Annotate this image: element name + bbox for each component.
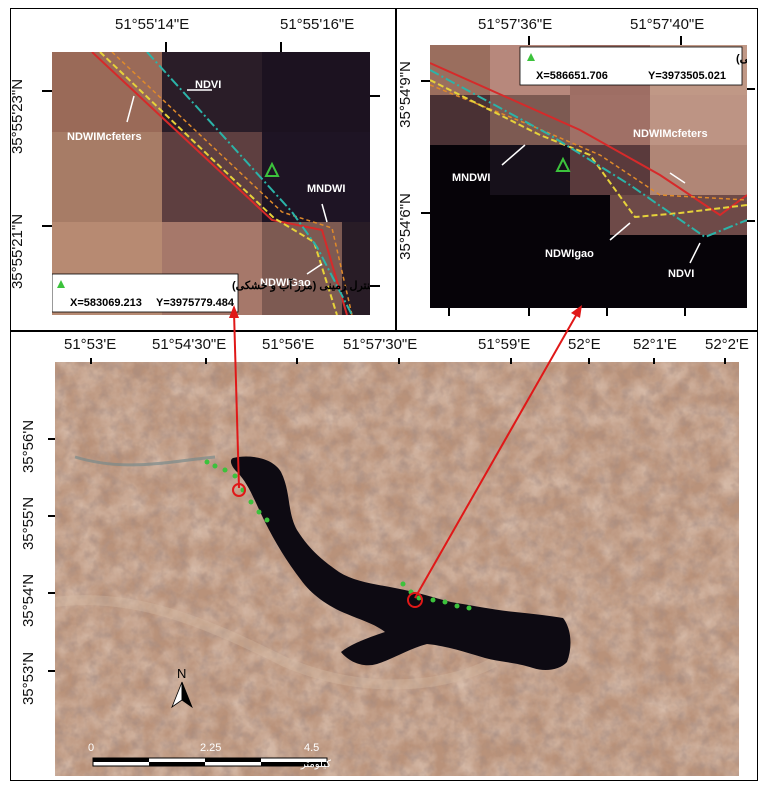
left-gcp-marker — [264, 161, 280, 177]
right-mndwi-line — [430, 79, 747, 219]
right-top-label-1: 51°57'36"E — [478, 16, 553, 33]
main-top-label-7: 52°1'E — [633, 336, 677, 353]
main-top-label-3: 51°56'E — [262, 336, 315, 353]
main-top-label-6: 52°E — [568, 336, 601, 353]
reservoir-water — [230, 456, 571, 670]
right-legend: نقطه کنترل زمینی (مرز آب و خشکی) X=58665… — [519, 46, 747, 86]
scale-bar — [92, 757, 328, 767]
left-top-label-1: 51°55'14"E — [115, 16, 190, 33]
main-top-label-5: 51°59'E — [478, 336, 531, 353]
main-top-label-8: 52°2'E — [705, 336, 749, 353]
scale-label-2: 4.5 — [304, 742, 319, 754]
left-label-ndvi: NDVI — [195, 79, 221, 91]
scale-label-1: 2.25 — [200, 742, 221, 754]
left-mndwi-line — [99, 52, 338, 315]
right-pointer-line — [414, 311, 579, 599]
scale-label-0: 0 — [88, 742, 94, 754]
right-label-ndwi-gao: NDWIgao — [545, 248, 594, 260]
left-legend-gcp-icon — [57, 280, 65, 288]
left-ndvi-line — [146, 52, 353, 315]
right-zoom-circle — [407, 592, 423, 608]
right-label-ndwi-mcfeters: NDWIMcfeters — [633, 128, 708, 140]
north-label: N — [177, 666, 186, 681]
main-top-label-1: 51°53'E — [64, 336, 117, 353]
right-inset-map: MNDWI NDWIMcfeters NDWIgao NDVI نقطه کنت… — [430, 45, 747, 308]
main-satellite-map: N 0 2.25 4.5 کیلومتر — [55, 362, 739, 776]
left-legend-x: X=583069.213 — [70, 297, 142, 309]
main-top-label-4: 51°57'30"E — [343, 336, 418, 353]
right-label-ndvi: NDVI — [668, 268, 694, 280]
right-ndwi-gao-line — [430, 84, 747, 201]
left-inset-map: NDVI NDWIMcfeters MNDWI NDWIGao نقطه کنت… — [52, 52, 370, 315]
left-top-label-2: 51°55'16"E — [280, 16, 355, 33]
main-top-label-2: 51°54'30"E — [152, 336, 227, 353]
left-legend-y: Y=3975779.484 — [156, 297, 235, 309]
left-ndwi-gao-line — [111, 52, 353, 315]
left-inset-frame — [10, 8, 396, 331]
north-arrow-icon — [171, 681, 193, 709]
right-legend-y: Y=3973505.021 — [648, 70, 726, 82]
right-legend-title: نقطه کنترل زمینی (مرز آب و خشکی) — [736, 51, 747, 65]
left-ndwi-mcfeters-line — [91, 52, 348, 315]
left-label-ndwi-gao: NDWIGao — [260, 277, 311, 289]
main-map-frame — [10, 331, 758, 781]
left-label-ndwi-mcfeters: NDWIMcfeters — [67, 131, 142, 143]
right-legend-x: X=586651.706 — [536, 70, 608, 82]
right-gcp-marker — [555, 156, 571, 172]
left-label-mndwi: MNDWI — [307, 183, 346, 195]
right-ndwi-mcfeters-line — [430, 62, 747, 217]
right-label-mndwi: MNDWI — [452, 172, 491, 184]
left-legend-title: نقطه کنترل زمینی (مرز آب و خشکی) — [232, 278, 370, 292]
right-inset-frame — [396, 8, 758, 331]
left-legend: نقطه کنترل زمینی (مرز آب و خشکی) X=58306… — [52, 273, 370, 313]
right-ndvi-line — [430, 69, 747, 239]
left-pointer-line — [233, 311, 240, 489]
right-top-label-2: 51°57'40"E — [630, 16, 705, 33]
scale-unit: کیلومتر — [300, 759, 331, 770]
right-legend-gcp-icon — [527, 53, 535, 61]
